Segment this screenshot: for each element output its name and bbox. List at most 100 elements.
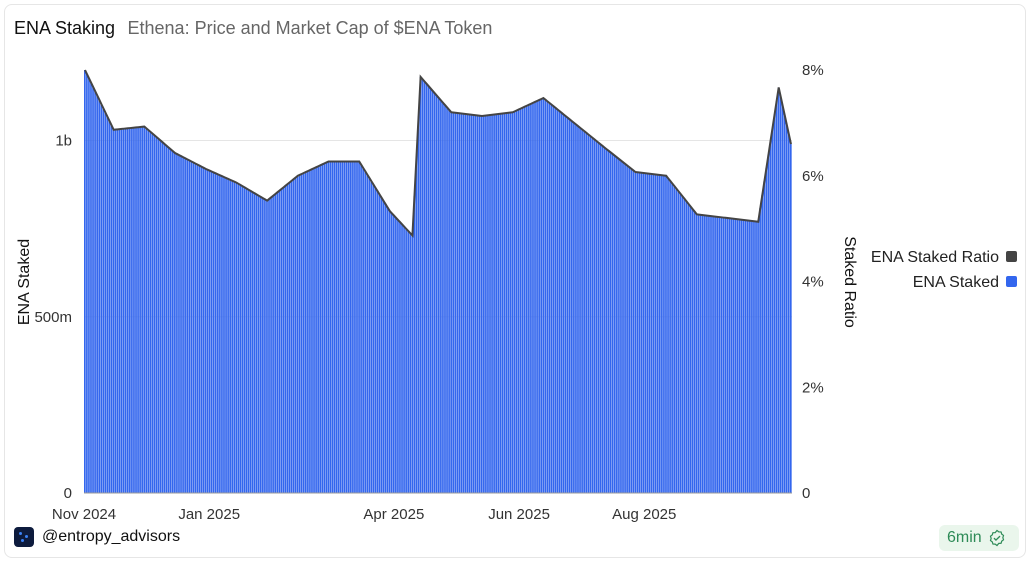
bar-ena-staked[interactable] bbox=[388, 211, 391, 493]
bar-ena-staked[interactable] bbox=[433, 93, 436, 494]
bar-ena-staked[interactable] bbox=[761, 194, 764, 494]
bar-ena-staked[interactable] bbox=[384, 204, 387, 494]
bar-ena-staked[interactable] bbox=[296, 175, 299, 493]
bar-ena-staked[interactable] bbox=[378, 194, 381, 494]
bar-ena-staked[interactable] bbox=[487, 115, 489, 494]
bar-ena-staked[interactable] bbox=[669, 180, 671, 494]
bar-ena-staked[interactable] bbox=[779, 97, 782, 493]
bar-ena-staked[interactable] bbox=[110, 125, 113, 493]
bar-ena-staked[interactable] bbox=[781, 106, 784, 494]
bar-ena-staked[interactable] bbox=[376, 191, 379, 493]
bar-ena-staked[interactable] bbox=[507, 112, 510, 494]
bar-ena-staked[interactable] bbox=[581, 129, 583, 493]
bar-ena-staked[interactable] bbox=[194, 163, 197, 493]
bar-ena-staked[interactable] bbox=[624, 164, 626, 493]
bar-ena-staked[interactable] bbox=[775, 101, 778, 494]
bar-ena-staked[interactable] bbox=[286, 183, 289, 494]
bar-ena-staked[interactable] bbox=[331, 161, 334, 493]
bar-ena-staked[interactable] bbox=[219, 175, 221, 493]
bar-ena-staked[interactable] bbox=[372, 184, 375, 493]
bar-ena-staked[interactable] bbox=[112, 129, 115, 493]
bar-ena-staked[interactable] bbox=[679, 193, 682, 493]
bar-ena-staked[interactable] bbox=[161, 142, 164, 493]
bar-ena-staked[interactable] bbox=[104, 112, 107, 494]
bar-ena-staked[interactable] bbox=[767, 154, 770, 493]
bar-ena-staked[interactable] bbox=[243, 187, 246, 494]
bar-ena-staked[interactable] bbox=[356, 161, 358, 493]
bar-ena-staked[interactable] bbox=[493, 114, 495, 494]
bar-ena-staked[interactable] bbox=[546, 101, 549, 494]
bar-ena-staked[interactable] bbox=[290, 180, 293, 493]
bar-ena-staked[interactable] bbox=[712, 216, 714, 493]
bar-ena-staked[interactable] bbox=[501, 113, 504, 493]
bar-ena-staked[interactable] bbox=[759, 208, 761, 493]
bar-ena-staked[interactable] bbox=[656, 174, 659, 493]
bar-ena-staked[interactable] bbox=[716, 216, 718, 494]
bar-ena-staked[interactable] bbox=[233, 181, 236, 494]
bar-ena-staked[interactable] bbox=[509, 112, 512, 493]
bar-ena-staked[interactable] bbox=[521, 107, 524, 493]
bar-ena-staked[interactable] bbox=[284, 185, 287, 493]
bar-ena-staked[interactable] bbox=[665, 175, 667, 493]
bar-ena-staked[interactable] bbox=[593, 139, 596, 493]
bar-ena-staked[interactable] bbox=[773, 114, 776, 494]
bar-ena-staked[interactable] bbox=[654, 174, 657, 493]
bar-ena-staked[interactable] bbox=[149, 131, 152, 493]
bar-ena-staked[interactable] bbox=[106, 117, 109, 493]
bar-ena-staked[interactable] bbox=[386, 207, 389, 493]
bar-ena-staked[interactable] bbox=[769, 141, 772, 493]
bar-ena-staked[interactable] bbox=[519, 108, 522, 493]
bar-ena-staked[interactable] bbox=[616, 157, 618, 494]
bar-ena-staked[interactable] bbox=[444, 105, 446, 493]
bar-ena-staked[interactable] bbox=[532, 102, 534, 494]
bar-ena-staked[interactable] bbox=[167, 147, 170, 494]
bar-ena-staked[interactable] bbox=[180, 156, 182, 493]
bar-ena-staked[interactable] bbox=[611, 154, 614, 493]
bar-ena-staked[interactable] bbox=[147, 129, 150, 493]
bar-ena-staked[interactable] bbox=[427, 86, 430, 493]
bar-ena-staked[interactable] bbox=[573, 122, 575, 494]
bar-ena-staked[interactable] bbox=[515, 110, 518, 494]
bar-ena-staked[interactable] bbox=[530, 103, 532, 493]
bar-ena-staked[interactable] bbox=[699, 215, 702, 493]
bar-ena-staked[interactable] bbox=[763, 181, 766, 493]
bar-ena-staked[interactable] bbox=[476, 115, 479, 494]
bar-ena-staked[interactable] bbox=[294, 177, 297, 493]
bar-ena-staked[interactable] bbox=[339, 161, 342, 493]
bar-ena-staked[interactable] bbox=[528, 104, 530, 493]
bar-ena-staked[interactable] bbox=[601, 145, 604, 493]
bar-ena-staked[interactable] bbox=[94, 91, 96, 494]
bar-ena-staked[interactable] bbox=[122, 128, 125, 493]
author-attribution[interactable]: @entropy_advisors bbox=[14, 527, 180, 547]
bar-ena-staked[interactable] bbox=[280, 188, 283, 493]
bar-ena-staked[interactable] bbox=[212, 172, 215, 493]
bar-ena-staked[interactable] bbox=[239, 185, 242, 493]
bar-ena-staked[interactable] bbox=[347, 161, 350, 493]
bar-ena-staked[interactable] bbox=[309, 170, 311, 494]
bar-ena-staked[interactable] bbox=[732, 218, 735, 493]
bar-ena-staked[interactable] bbox=[556, 109, 559, 493]
legend-swatch[interactable] bbox=[1006, 251, 1017, 262]
bar-ena-staked[interactable] bbox=[691, 209, 694, 494]
bar-ena-staked[interactable] bbox=[423, 81, 426, 493]
bar-ena-staked[interactable] bbox=[364, 171, 367, 493]
bar-ena-staked[interactable] bbox=[165, 145, 168, 494]
bar-ena-staked[interactable] bbox=[718, 217, 721, 494]
bar-ena-staked[interactable] bbox=[325, 162, 328, 493]
bar-ena-staked[interactable] bbox=[188, 160, 191, 494]
legend-swatch[interactable] bbox=[1006, 276, 1017, 287]
bar-ena-staked[interactable] bbox=[599, 144, 602, 493]
bar-ena-staked[interactable] bbox=[485, 115, 487, 494]
bar-ena-staked[interactable] bbox=[159, 140, 162, 494]
bar-ena-staked[interactable] bbox=[448, 109, 450, 493]
bar-ena-staked[interactable] bbox=[468, 114, 471, 494]
bar-ena-staked[interactable] bbox=[730, 218, 733, 493]
bar-ena-staked[interactable] bbox=[368, 178, 371, 493]
bar-ena-staked[interactable] bbox=[474, 115, 477, 494]
bar-ena-staked[interactable] bbox=[697, 214, 700, 493]
bar-ena-staked[interactable] bbox=[380, 197, 383, 493]
bar-ena-staked[interactable] bbox=[609, 152, 612, 494]
bar-ena-staked[interactable] bbox=[550, 104, 553, 493]
bar-ena-staked[interactable] bbox=[704, 215, 706, 493]
bar-ena-staked[interactable] bbox=[644, 173, 647, 493]
